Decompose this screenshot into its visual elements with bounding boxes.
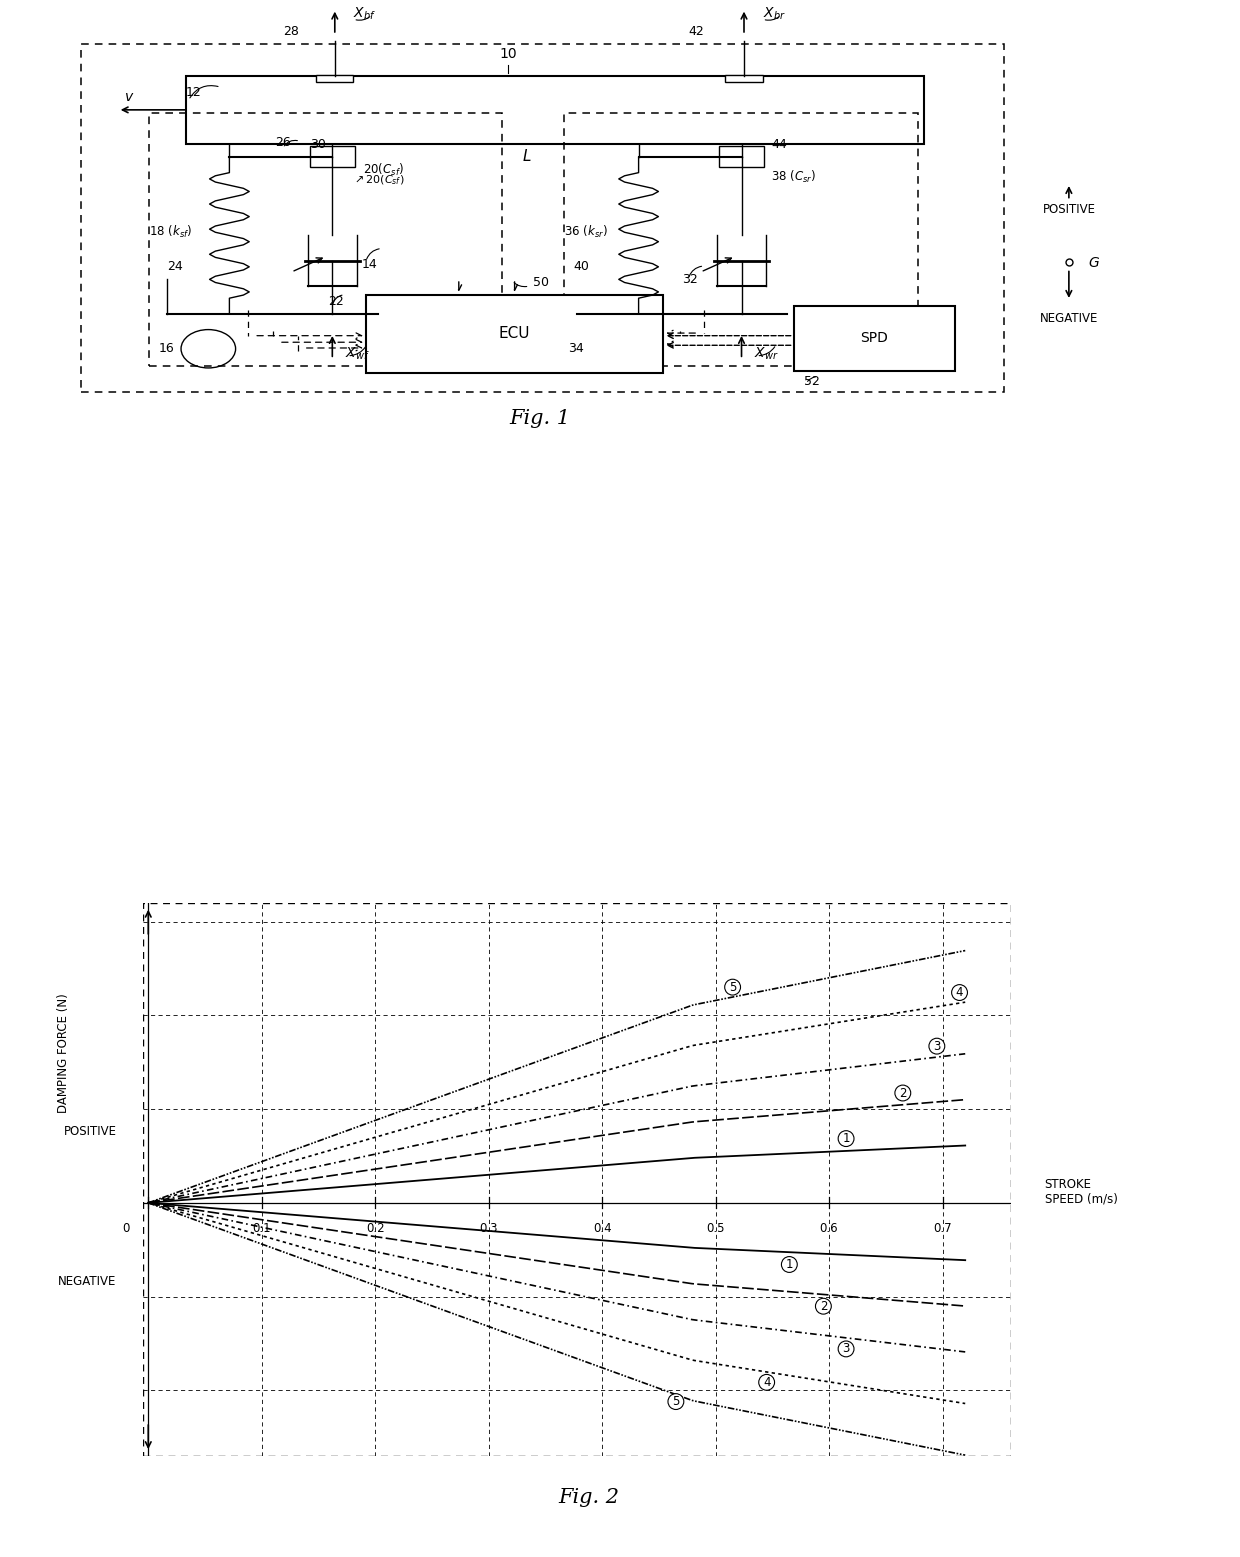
- Text: 36 ($k_{sr}$): 36 ($k_{sr}$): [564, 223, 608, 240]
- Text: NEGATIVE: NEGATIVE: [58, 1275, 117, 1288]
- Text: 0.2: 0.2: [366, 1222, 384, 1235]
- Text: G: G: [1089, 257, 1100, 271]
- Text: 12: 12: [186, 86, 202, 100]
- Text: 14: 14: [362, 257, 378, 271]
- Bar: [366, 294, 663, 374]
- Text: 28: 28: [283, 25, 299, 37]
- Bar: [794, 307, 955, 371]
- Text: POSITIVE: POSITIVE: [1043, 202, 1095, 216]
- Text: 10: 10: [500, 47, 517, 61]
- Text: Fig. 2: Fig. 2: [558, 1488, 620, 1507]
- Text: SPD: SPD: [861, 332, 888, 346]
- Text: 5: 5: [729, 981, 737, 993]
- Text: 24: 24: [167, 260, 184, 274]
- Text: 2: 2: [899, 1087, 906, 1099]
- Text: 4: 4: [763, 1376, 770, 1389]
- Text: v: v: [125, 90, 133, 104]
- Text: 40: 40: [573, 260, 589, 274]
- Text: 3: 3: [934, 1040, 940, 1053]
- Text: 32: 32: [682, 274, 698, 286]
- Text: 0: 0: [122, 1222, 129, 1235]
- Text: POSITIVE: POSITIVE: [63, 1126, 117, 1138]
- Text: STROKE
SPEED (m/s): STROKE SPEED (m/s): [1044, 1177, 1117, 1205]
- Text: 38 ($C_{sr}$): 38 ($C_{sr}$): [771, 170, 816, 185]
- Bar: [186, 76, 924, 143]
- Text: 44: 44: [771, 139, 787, 151]
- Bar: [81, 44, 1004, 392]
- Text: $X_{wr}$: $X_{wr}$: [754, 346, 779, 361]
- Bar: [310, 146, 355, 168]
- Text: 1: 1: [842, 1132, 849, 1144]
- Text: ECU: ECU: [498, 327, 531, 341]
- Bar: [564, 114, 918, 366]
- Text: 34: 34: [568, 343, 584, 355]
- Text: 5: 5: [672, 1395, 680, 1408]
- Bar: [719, 146, 764, 168]
- Text: 0.7: 0.7: [934, 1222, 952, 1235]
- Bar: [149, 114, 502, 366]
- Text: 0.5: 0.5: [707, 1222, 725, 1235]
- Text: DAMPING FORCE (N): DAMPING FORCE (N): [57, 993, 69, 1113]
- Text: 0.1: 0.1: [253, 1222, 272, 1235]
- Text: 0.4: 0.4: [593, 1222, 611, 1235]
- Text: Fig. 1: Fig. 1: [508, 409, 570, 428]
- Bar: [725, 75, 763, 83]
- Text: 26: 26: [275, 137, 291, 149]
- Text: NEGATIVE: NEGATIVE: [1039, 311, 1099, 325]
- Text: 18 ($k_{sf}$): 18 ($k_{sf}$): [149, 223, 192, 240]
- Text: 2: 2: [820, 1300, 827, 1313]
- Text: 0.6: 0.6: [820, 1222, 838, 1235]
- Text: $X_{wf}$: $X_{wf}$: [345, 346, 370, 361]
- Text: L: L: [523, 149, 531, 165]
- Text: 50: 50: [533, 276, 549, 290]
- Text: 22: 22: [329, 296, 345, 308]
- Bar: [316, 75, 353, 83]
- Text: 4: 4: [956, 986, 963, 1000]
- Text: 3: 3: [842, 1342, 849, 1356]
- Text: $X_{br}$: $X_{br}$: [763, 5, 785, 22]
- Text: 0.3: 0.3: [480, 1222, 498, 1235]
- Text: 1: 1: [786, 1258, 794, 1271]
- Text: 30: 30: [310, 139, 326, 151]
- Text: $\nearrow$20($C_{sf}$): $\nearrow$20($C_{sf}$): [352, 173, 404, 187]
- Text: $X_{bf}$: $X_{bf}$: [353, 5, 376, 22]
- Text: 20($C_{sf}$): 20($C_{sf}$): [363, 162, 404, 179]
- Text: 42: 42: [688, 25, 704, 37]
- Text: 16: 16: [159, 343, 175, 355]
- Text: 52: 52: [804, 375, 820, 388]
